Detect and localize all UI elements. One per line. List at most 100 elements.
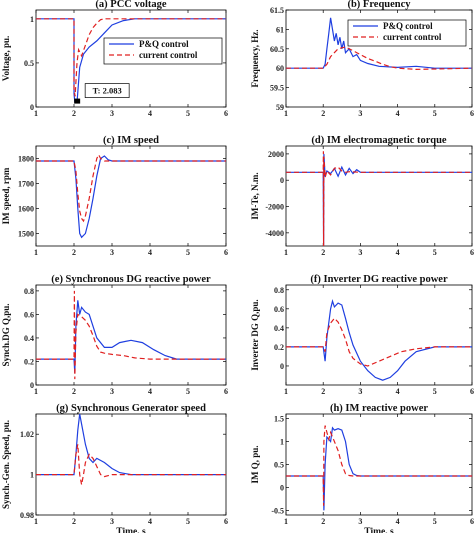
y-tick-label: 1800 bbox=[18, 155, 34, 164]
x-axis-label: Time, s bbox=[364, 527, 394, 533]
x-tick-label: 3 bbox=[358, 517, 362, 526]
y-tick-label: 0.5 bbox=[24, 59, 34, 68]
y-axis-label: IM-Te, N.m. bbox=[250, 172, 260, 219]
y-tick-label: 1 bbox=[280, 438, 284, 447]
y-tick-label: 59.5 bbox=[270, 84, 284, 93]
series-line-current-control bbox=[286, 317, 472, 367]
y-tick-label: 0.8 bbox=[274, 286, 284, 295]
x-tick-label: 4 bbox=[396, 248, 400, 257]
legend-entry: P&Q control bbox=[139, 39, 189, 49]
y-tick-label: 61 bbox=[276, 25, 284, 34]
y-tick-label: 0 bbox=[280, 362, 284, 371]
panel-8: (h) IM reactive power 1 2 3 4 5 6 -0.5 0 0.5 1 1.5 I… bbox=[250, 403, 474, 533]
x-tick-label: 1 bbox=[284, 387, 288, 396]
series-line-pq-control bbox=[36, 414, 226, 476]
x-tick-label: 1 bbox=[34, 109, 38, 118]
annotation-label: T: 2.083 bbox=[93, 86, 122, 96]
y-tick-label: 1 bbox=[30, 471, 34, 480]
x-tick-label: 6 bbox=[224, 109, 228, 118]
x-tick-label: 2 bbox=[72, 109, 76, 118]
legend-entry: P&Q control bbox=[383, 21, 433, 31]
panel-6: (f) Inverter DG reactive power 1 2 3 4 5 6 0 0.2… bbox=[250, 274, 474, 396]
panel-1: (a) PCC voltage 1 2 3 4 5 6 0 0.5 1 Voltage, pu. T:… bbox=[1, 0, 228, 118]
y-tick-label: 1.5 bbox=[274, 415, 284, 424]
x-tick-label: 1 bbox=[284, 109, 288, 118]
y-axis-label: Synch.-Gen. Speed, pu. bbox=[1, 420, 11, 509]
y-axis-label: Frequency, Hz. bbox=[250, 29, 260, 87]
x-tick-label: 3 bbox=[110, 248, 114, 257]
x-tick-label: 4 bbox=[396, 109, 400, 118]
panel-5: (e) Synchronous DG reactive power 1 2 3 4 5 6 0… bbox=[1, 274, 228, 396]
y-tick-label: 1.02 bbox=[20, 430, 34, 439]
series-line-current-control bbox=[36, 290, 226, 380]
legend-entry: current control bbox=[139, 50, 198, 60]
y-tick-label: 1 bbox=[30, 15, 34, 24]
panel-4: (d) IM electromagnetic torque 1 2 3 4 5 6 -4000… bbox=[250, 135, 474, 257]
y-tick-label: 2000 bbox=[268, 150, 284, 159]
y-tick-label: 61.5 bbox=[270, 6, 284, 15]
y-tick-label: 0.5 bbox=[274, 461, 284, 470]
x-tick-label: 4 bbox=[148, 109, 152, 118]
y-tick-label: 0 bbox=[280, 176, 284, 185]
chart-title: (c) IM speed bbox=[103, 135, 159, 146]
x-tick-label: 1 bbox=[34, 387, 38, 396]
plot-frame bbox=[285, 284, 473, 386]
plot-frame bbox=[285, 413, 473, 516]
x-tick-label: 2 bbox=[321, 248, 325, 257]
x-tick-label: 3 bbox=[358, 248, 362, 257]
x-tick-label: 1 bbox=[284, 248, 288, 257]
y-axis-label: Synch.DG Q,pu. bbox=[1, 303, 11, 366]
panel-2: (b) Frequency 1 2 3 4 5 6 59 59.5 60 60.5 61 61.5 Fre… bbox=[250, 0, 474, 118]
x-tick-label: 5 bbox=[433, 517, 437, 526]
y-tick-label: 0.6 bbox=[274, 305, 284, 314]
x-tick-label: 4 bbox=[148, 387, 152, 396]
y-tick-label: -0.5 bbox=[271, 506, 284, 515]
y-tick-label: 59 bbox=[276, 103, 284, 112]
y-axis-label: IM Q, pu. bbox=[250, 445, 260, 483]
chart-title: (f) Inverter DG reactive power bbox=[310, 274, 448, 285]
plot-frame bbox=[35, 284, 227, 386]
y-tick-label: 60 bbox=[276, 64, 284, 73]
x-tick-label: 5 bbox=[433, 387, 437, 396]
x-tick-label: 4 bbox=[396, 517, 400, 526]
x-tick-label: 6 bbox=[470, 248, 474, 257]
plot-frame bbox=[35, 145, 227, 247]
x-tick-label: 3 bbox=[110, 109, 114, 118]
chart-title: (b) Frequency bbox=[347, 0, 411, 10]
chart-title: (a) PCC voltage bbox=[95, 0, 166, 10]
x-tick-label: 6 bbox=[224, 248, 228, 257]
x-tick-label: 2 bbox=[321, 517, 325, 526]
x-tick-label: 4 bbox=[148, 248, 152, 257]
x-tick-label: 2 bbox=[72, 517, 76, 526]
x-tick-label: 3 bbox=[110, 387, 114, 396]
series-line-pq-control bbox=[286, 299, 472, 381]
chart-title: (h) IM reactive power bbox=[330, 403, 428, 414]
series-line-current-control bbox=[36, 444, 226, 485]
series-line-current-control bbox=[36, 18, 226, 97]
y-tick-label: 0.98 bbox=[20, 511, 34, 520]
y-tick-label: 0.4 bbox=[274, 324, 284, 333]
y-tick-label: 0.2 bbox=[24, 357, 34, 366]
chart-title: (d) IM electromagnetic torque bbox=[311, 135, 447, 146]
x-tick-label: 1 bbox=[284, 517, 288, 526]
x-tick-label: 1 bbox=[34, 248, 38, 257]
series-line-pq-control bbox=[36, 155, 226, 239]
x-tick-label: 5 bbox=[186, 517, 190, 526]
y-axis-label: Voltage, pu. bbox=[1, 36, 11, 81]
y-tick-label: 0 bbox=[30, 103, 34, 112]
x-tick-label: 6 bbox=[470, 517, 474, 526]
x-tick-label: 4 bbox=[148, 517, 152, 526]
panel-3: (c) IM speed 1 2 3 4 5 6 1500 1600 1700 1800 IM spe… bbox=[1, 135, 228, 257]
y-tick-label: 1500 bbox=[18, 230, 34, 239]
y-tick-label: 60.5 bbox=[270, 45, 284, 54]
x-tick-label: 5 bbox=[433, 248, 437, 257]
series-line-pq-control bbox=[36, 300, 226, 374]
x-tick-label: 5 bbox=[186, 387, 190, 396]
series-line-current-control bbox=[286, 425, 472, 506]
y-axis-label: Inverter DG Q,pu. bbox=[250, 299, 260, 370]
x-tick-label: 6 bbox=[470, 109, 474, 118]
y-axis-label: IM speed, rpm bbox=[1, 167, 11, 224]
y-tick-label: 0.8 bbox=[24, 287, 34, 296]
legend-box bbox=[103, 37, 223, 65]
